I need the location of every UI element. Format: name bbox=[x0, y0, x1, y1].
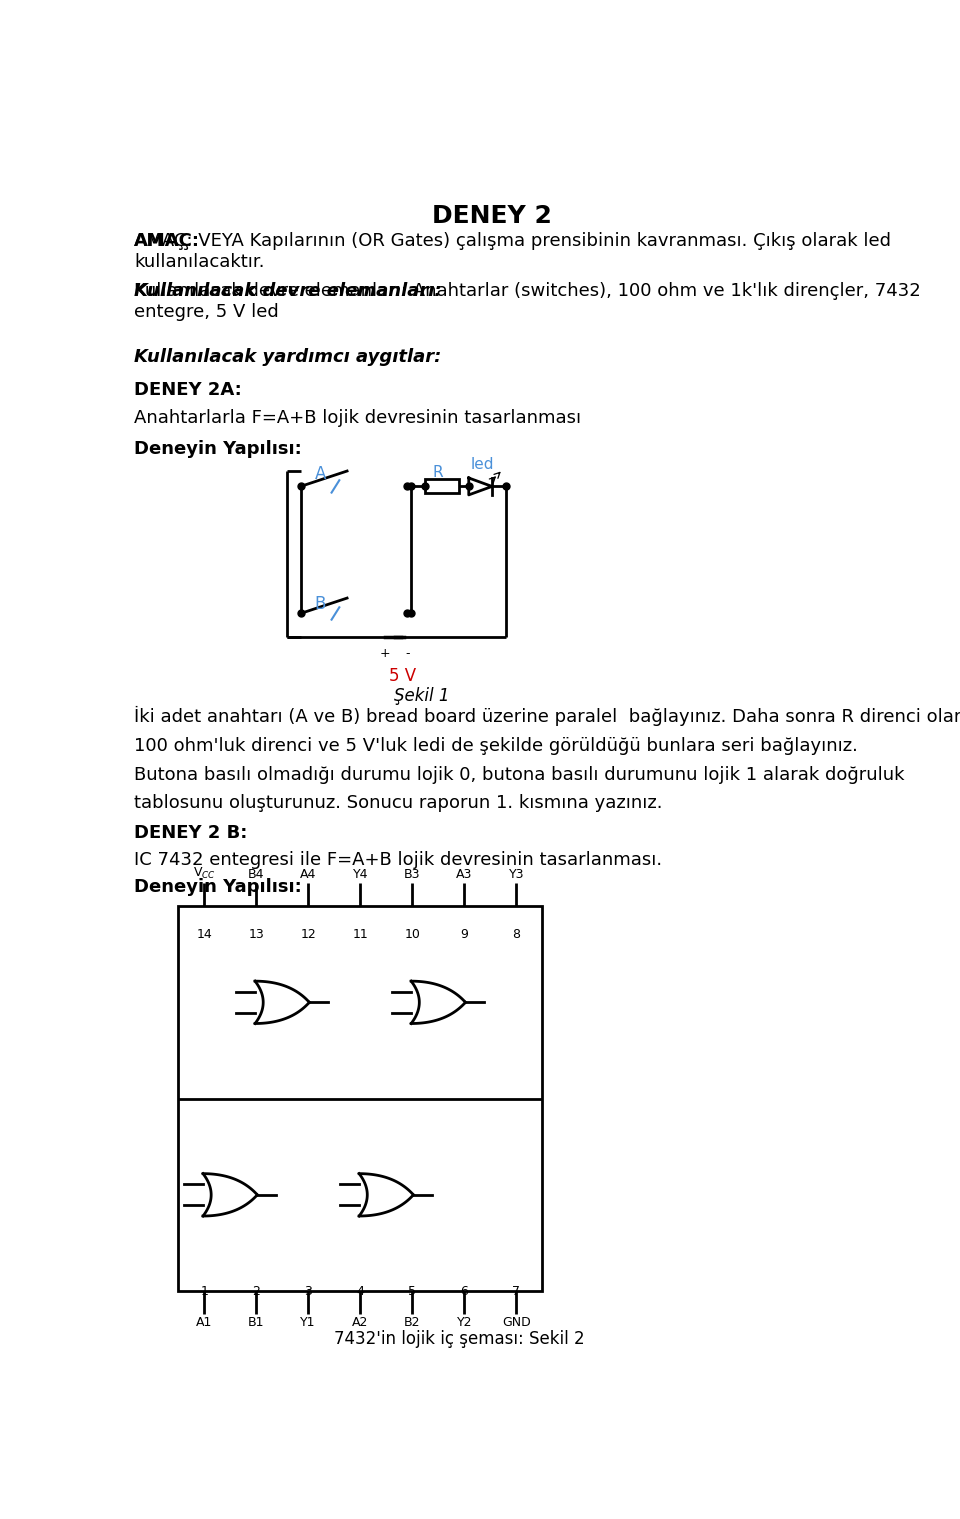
Text: A: A bbox=[315, 465, 325, 483]
Text: DENEY 2A:: DENEY 2A: bbox=[134, 381, 242, 399]
Text: B3: B3 bbox=[404, 869, 420, 881]
Text: Butona basılı olmadığı durumu lojik 0, butona basılı durumunu lojik 1 alarak doğ: Butona basılı olmadığı durumu lojik 0, b… bbox=[134, 766, 904, 784]
Text: 13: 13 bbox=[249, 928, 264, 940]
Text: Anahtarlarla F=A+B lojik devresinin tasarlanması: Anahtarlarla F=A+B lojik devresinin tasa… bbox=[134, 410, 581, 427]
Text: 10: 10 bbox=[404, 928, 420, 940]
Text: tablosunu oluşturunuz. Sonucu raporun 1. kısmına yazınız.: tablosunu oluşturunuz. Sonucu raporun 1.… bbox=[134, 794, 662, 813]
Text: B2: B2 bbox=[404, 1315, 420, 1329]
Text: -: - bbox=[405, 647, 410, 661]
Text: Şekil 1: Şekil 1 bbox=[395, 687, 450, 705]
Text: V$_{CC}$: V$_{CC}$ bbox=[193, 866, 216, 881]
Text: 2: 2 bbox=[252, 1285, 260, 1297]
Text: DENEY 2 B:: DENEY 2 B: bbox=[134, 823, 248, 842]
Text: B1: B1 bbox=[248, 1315, 264, 1329]
Text: 7: 7 bbox=[513, 1285, 520, 1297]
Bar bbox=[424, 480, 460, 494]
Text: İki adet anahtarı (A ve B) bread board üzerine paralel  bağlayınız. Daha sonra R: İki adet anahtarı (A ve B) bread board ü… bbox=[134, 706, 960, 726]
Text: 1: 1 bbox=[201, 1285, 208, 1297]
Text: 5 V: 5 V bbox=[389, 667, 416, 685]
Text: GND: GND bbox=[502, 1315, 531, 1329]
Text: Deneyin Yapılısı:: Deneyin Yapılısı: bbox=[134, 878, 301, 896]
Text: A2: A2 bbox=[352, 1315, 369, 1329]
Text: 100 ohm'luk direnci ve 5 V'luk ledi de şekilde görüldüğü bunlara seri bağlayınız: 100 ohm'luk direnci ve 5 V'luk ledi de ş… bbox=[134, 737, 858, 755]
Text: IC 7432 entegresi ile F=A+B lojik devresinin tasarlanması.: IC 7432 entegresi ile F=A+B lojik devres… bbox=[134, 851, 662, 869]
Text: 6: 6 bbox=[461, 1285, 468, 1297]
Text: R: R bbox=[432, 465, 443, 480]
Text: 14: 14 bbox=[196, 928, 212, 940]
Text: B: B bbox=[315, 595, 325, 614]
Text: +: + bbox=[379, 647, 390, 661]
Text: Deneyin Yapılısı:: Deneyin Yapılısı: bbox=[134, 441, 301, 459]
Text: Kullanılacak devre elemanları: Anahtarlar (switches), 100 ohm ve 1k'lık dirençle: Kullanılacak devre elemanları: Anahtarla… bbox=[134, 283, 921, 321]
Text: 3: 3 bbox=[304, 1285, 312, 1297]
Text: 11: 11 bbox=[352, 928, 368, 940]
Text: 8: 8 bbox=[513, 928, 520, 940]
Text: Y2: Y2 bbox=[457, 1315, 472, 1329]
Text: DENEY 2: DENEY 2 bbox=[432, 204, 552, 228]
Text: 7432'in lojik iç şeması: Sekil 2: 7432'in lojik iç şeması: Sekil 2 bbox=[334, 1329, 585, 1347]
Bar bbox=[179, 905, 542, 1291]
Text: B4: B4 bbox=[248, 869, 264, 881]
Text: 9: 9 bbox=[461, 928, 468, 940]
Text: AMAÇ: VEYA Kapılarının (OR Gates) çalışma prensibinin kavranması. Çıkış olarak l: AMAÇ: VEYA Kapılarının (OR Gates) çalışm… bbox=[134, 232, 891, 270]
Text: A1: A1 bbox=[196, 1315, 212, 1329]
Text: Y3: Y3 bbox=[509, 869, 524, 881]
Text: AMAÇ:: AMAÇ: bbox=[134, 232, 200, 251]
Text: led: led bbox=[470, 457, 493, 472]
Text: Y4: Y4 bbox=[352, 869, 368, 881]
Text: A3: A3 bbox=[456, 869, 472, 881]
Text: 4: 4 bbox=[356, 1285, 364, 1297]
Text: 12: 12 bbox=[300, 928, 316, 940]
Text: Y1: Y1 bbox=[300, 1315, 316, 1329]
Text: Kullanılacak devre elemanları:: Kullanılacak devre elemanları: bbox=[134, 283, 442, 301]
Text: Kullanılacak yardımcı aygıtlar:: Kullanılacak yardımcı aygıtlar: bbox=[134, 348, 442, 366]
Text: 5: 5 bbox=[408, 1285, 417, 1297]
Text: A4: A4 bbox=[300, 869, 317, 881]
